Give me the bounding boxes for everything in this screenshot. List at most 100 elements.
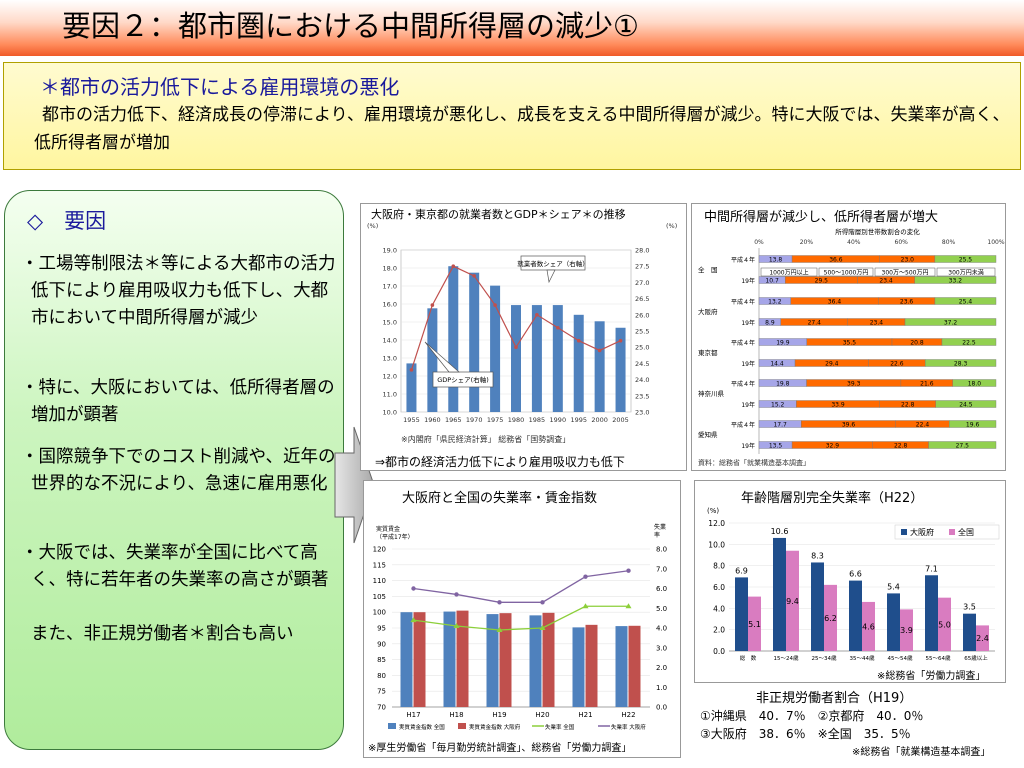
y-tick-left: 10.0 bbox=[383, 409, 397, 417]
page-title: 要因２：都市圏における中間所得層の減少① bbox=[62, 9, 639, 43]
bar-employment-share bbox=[531, 305, 542, 412]
group-label: 全 国 bbox=[698, 265, 718, 274]
segment-bar bbox=[928, 441, 997, 449]
x-tick: 1985 bbox=[529, 416, 546, 424]
x-tick: 25～34歳 bbox=[812, 654, 837, 662]
segment-bar bbox=[934, 255, 997, 263]
y-tick: 8.0 bbox=[713, 562, 725, 571]
title-bar: 要因２：都市圏における中間所得層の減少① bbox=[0, 0, 1024, 56]
row-label: 19年 bbox=[741, 277, 755, 285]
bar-real-wage bbox=[542, 612, 555, 707]
income-distribution-panel: 中間所得層が減少し、低所得者層が増大 所得階層別世帯数割合の変化 0% 20% 40%… bbox=[691, 203, 1006, 471]
y-tick-left: 12.0 bbox=[383, 373, 397, 381]
y-tick-left: 115 bbox=[373, 561, 386, 569]
bar-unemployment-rate bbox=[773, 537, 786, 651]
y-tick-right: 23.5 bbox=[635, 392, 649, 400]
line-unemployment bbox=[413, 570, 629, 603]
factor-panel: ◇ 要因 ・工場等制限法＊等による大都市の活力低下により雇用吸収力も低下し、大都… bbox=[4, 190, 344, 750]
wage-unemployment-panel: 大阪府と全国の失業率・賃金指数 実質賃金 （平成17年） 失業率 120 115 110 1… bbox=[363, 480, 681, 758]
point-gdp-share bbox=[535, 313, 539, 317]
segment-label: 18.0 bbox=[968, 381, 982, 388]
data-label: 8.3 bbox=[811, 551, 824, 560]
callout-pointer bbox=[546, 269, 556, 284]
bar-employment-share bbox=[469, 272, 480, 412]
segment-label: 22.8 bbox=[894, 443, 908, 450]
employment-gdp-panel: 大阪府・東京都の就業者数とGDP＊シェア＊の推移 19.0 18.0 17.0 16.… bbox=[360, 203, 687, 471]
point-gdp-share bbox=[576, 338, 581, 343]
legend-label: 大阪府 bbox=[910, 527, 934, 537]
y-tick-left: 16.0 bbox=[383, 301, 397, 309]
segment-label: 22.8 bbox=[901, 402, 915, 409]
y-tick-right: 26.0 bbox=[635, 311, 649, 319]
legend-box bbox=[936, 267, 996, 277]
point-unemployment bbox=[625, 603, 632, 609]
segment-label: 19.9 bbox=[776, 340, 790, 347]
bar-unemployment-rate bbox=[748, 596, 761, 651]
data-label: 9.4 bbox=[786, 597, 799, 606]
legend-swatch bbox=[949, 529, 955, 535]
y-tick-left: 75 bbox=[377, 688, 386, 696]
x-tick: 60% bbox=[895, 239, 909, 246]
factor-item: ・大阪では、失業率が全国に比べて高く、特に若年者の失業率の高さが顕著 bbox=[21, 543, 329, 590]
segment-label: 8.9 bbox=[765, 320, 775, 327]
x-tick: 45～54歳 bbox=[888, 654, 913, 662]
y-tick-right: 27.0 bbox=[635, 279, 649, 287]
bar-unemployment-rate bbox=[925, 575, 938, 651]
row-label: 19年 bbox=[741, 442, 755, 450]
segment-label: 17.7 bbox=[773, 422, 787, 429]
data-label: 5.4 bbox=[887, 582, 900, 591]
x-tick: 1975 bbox=[487, 416, 504, 424]
bar-unemployment-rate bbox=[735, 577, 748, 651]
bar-real-wage bbox=[615, 626, 628, 707]
row-label: 平成４年 bbox=[731, 380, 755, 388]
right-axis-unit: 率 bbox=[654, 531, 660, 539]
age-unemployment-title: 年齢階層別完全失業率（H22） bbox=[741, 491, 924, 506]
data-label: 7.1 bbox=[925, 564, 938, 573]
x-tick: 40% bbox=[847, 239, 861, 246]
point-unemployment bbox=[497, 600, 502, 605]
point-gdp-share bbox=[514, 345, 518, 349]
x-tick: 総 数 bbox=[740, 654, 757, 662]
bar-employment-share bbox=[511, 305, 521, 412]
y-tick-right: 25.5 bbox=[635, 328, 649, 336]
employment-gdp-title: 大阪府・東京都の就業者数とGDP＊シェア＊の推移 bbox=[371, 208, 626, 221]
x-tick: 100% bbox=[987, 239, 1004, 246]
legend-swatch bbox=[458, 723, 466, 729]
bar-employment-share bbox=[615, 327, 626, 412]
segment-label: 20.8 bbox=[910, 340, 924, 347]
segment-label: 33.9 bbox=[831, 402, 845, 409]
y-tick-right: 3.0 bbox=[656, 644, 667, 652]
data-label: 5.1 bbox=[748, 620, 761, 629]
segment-bar bbox=[941, 338, 997, 346]
segment-label: 13.5 bbox=[769, 443, 783, 450]
segment-label: 27.4 bbox=[808, 320, 822, 327]
segment-label: 28.3 bbox=[954, 361, 968, 368]
segment-label: 24.5 bbox=[959, 402, 973, 409]
intro-box: ＊都市の活力低下による雇用環境の悪化 都市の活力低下、経済成長の停滞により、雇用… bbox=[3, 62, 1021, 170]
bar-unemployment-rate bbox=[887, 593, 900, 651]
y-tick-left: 14.0 bbox=[383, 337, 397, 345]
data-label: 2.4 bbox=[976, 634, 989, 643]
income-distribution-title: 中間所得層が減少し、低所得者層が増大 bbox=[704, 210, 939, 225]
intro-heading: ＊都市の活力低下による雇用環境の悪化 bbox=[40, 75, 400, 99]
row-label: 19年 bbox=[741, 319, 755, 327]
y-tick-right: 6.0 bbox=[656, 585, 667, 593]
age-unemployment-source: ※総務省「労働力調査」 bbox=[877, 671, 986, 682]
legend-label: 300万～500万円 bbox=[882, 270, 929, 277]
legend-swatch bbox=[388, 723, 396, 729]
segment-label: 19.8 bbox=[776, 381, 790, 388]
group-label: 愛知県 bbox=[698, 430, 718, 439]
x-tick: 1955 bbox=[403, 416, 420, 424]
point-unemployment bbox=[626, 568, 631, 573]
nonregular-panel: 非正規労働者割合（H19） ①沖縄県 40．7％ ②京都府 40．0％ ③大阪府… bbox=[694, 685, 1006, 761]
segment-label: 22.5 bbox=[962, 340, 976, 347]
factor-item: ・特に、大阪においては、低所得者層の増加が顕著 bbox=[21, 378, 335, 425]
segment-label: 19.6 bbox=[966, 422, 980, 429]
segment-label: 22.6 bbox=[890, 361, 904, 368]
wage-unemployment-source: ※厚生労働省「毎月勤労統計調査」、総務省「労働力調査」 bbox=[368, 743, 632, 754]
segment-bar bbox=[904, 318, 997, 326]
bar-unemployment-rate bbox=[811, 562, 824, 651]
legend-label: 1000万円以上 bbox=[769, 269, 808, 277]
left-axis-unit: (%) bbox=[367, 222, 378, 230]
income-distribution-source: 資料：総務省「就業構造基本調査」 bbox=[698, 459, 810, 467]
